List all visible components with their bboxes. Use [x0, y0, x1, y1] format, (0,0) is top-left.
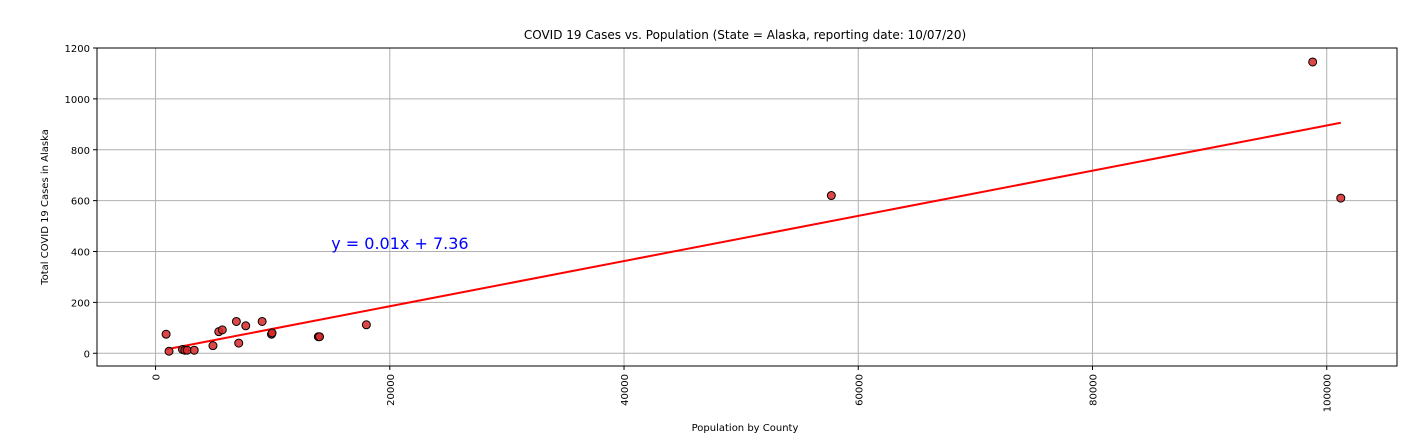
- data-point: [257, 316, 267, 326]
- data-point: [208, 341, 218, 351]
- y-tick-label: 800: [71, 146, 90, 157]
- data-point: [231, 316, 241, 326]
- grid-lines: [97, 47, 1397, 366]
- data-point: [164, 346, 174, 356]
- data-point: [267, 328, 277, 338]
- y-tick-label: 1200: [65, 44, 90, 55]
- x-tick-label: 80000: [1088, 374, 1099, 406]
- x-tick-label: 0: [152, 374, 163, 380]
- y-tick-label: 200: [71, 298, 90, 309]
- chart-title: COVID 19 Cases vs. Population (State = A…: [524, 28, 966, 42]
- data-point: [161, 329, 171, 339]
- data-point: [234, 338, 244, 348]
- x-tick-label: 60000: [854, 374, 865, 406]
- data-point: [189, 345, 199, 355]
- regression-line: [165, 121, 1341, 351]
- data-point: [217, 325, 227, 335]
- x-tick-label: 40000: [620, 374, 631, 406]
- axis-ticks: 0 20000 40000 60000 80000 100000 0 200 400 600 800…: [65, 44, 1334, 412]
- data-point: [1336, 193, 1346, 203]
- y-tick-label: 400: [71, 248, 90, 259]
- y-tick-label: 0: [84, 349, 90, 360]
- y-tick-label: 1000: [65, 95, 90, 106]
- y-tick-label: 600: [71, 197, 90, 208]
- y-axis-label: Total COVID 19 Cases in Alaska: [40, 129, 51, 286]
- data-points: [161, 57, 1346, 356]
- data-point: [826, 191, 836, 201]
- data-point: [315, 332, 325, 342]
- plot-frame: [96, 47, 1398, 367]
- data-point: [361, 320, 371, 330]
- x-tick-label: 20000: [386, 374, 397, 406]
- x-axis-label: Population by County: [692, 423, 799, 434]
- x-tick-label: 100000: [1323, 374, 1334, 412]
- regression-equation-label: y = 0.01x + 7.36: [331, 234, 468, 253]
- data-point: [1308, 57, 1318, 67]
- data-point: [241, 321, 251, 331]
